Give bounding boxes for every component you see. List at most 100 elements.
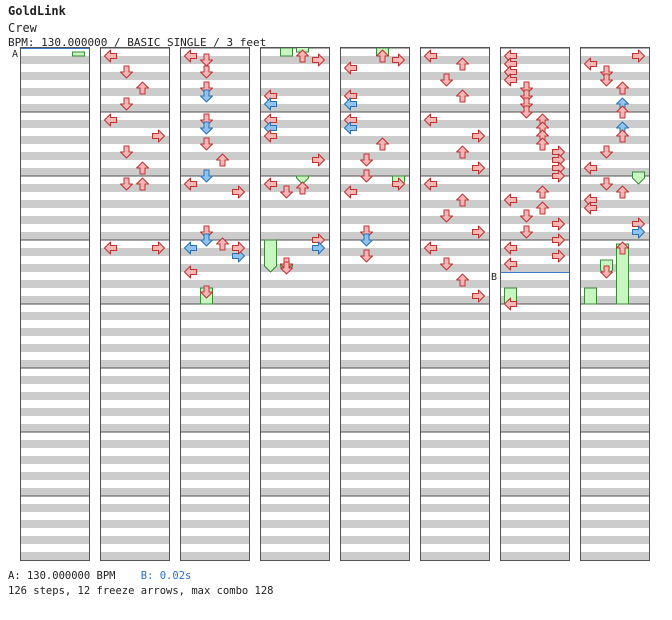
song-artist: Crew	[8, 21, 37, 35]
arrow-u	[296, 181, 309, 195]
arrow-u	[216, 237, 229, 251]
arrow-d	[520, 225, 533, 239]
arrow-r	[152, 129, 165, 143]
arrow-d	[600, 145, 613, 159]
arrow-u	[136, 161, 149, 175]
freeze-arrow	[72, 51, 85, 57]
arrow-l	[184, 49, 197, 63]
arrow-u	[456, 193, 469, 207]
arrow-l	[104, 49, 117, 63]
arrow-d	[280, 185, 293, 199]
arrow-d	[360, 249, 373, 263]
arrow-d	[200, 169, 213, 183]
arrow-l	[424, 177, 437, 191]
freeze-arrow	[296, 175, 309, 185]
arrow-l	[424, 241, 437, 255]
chart-column	[260, 47, 330, 561]
arrow-l	[504, 193, 517, 207]
arrow-d	[360, 169, 373, 183]
arrow-l	[264, 97, 277, 111]
arrow-l	[344, 97, 357, 111]
marker-a-label: A	[12, 49, 18, 60]
arrow-r	[232, 185, 245, 199]
stop-legend: B: 0.02s	[140, 570, 192, 582]
arrow-u	[616, 129, 629, 143]
arrow-r	[632, 49, 645, 63]
arrow-d	[200, 233, 213, 247]
arrow-d	[360, 233, 373, 247]
arrow-l	[104, 241, 117, 255]
arrow-l	[104, 113, 117, 127]
chart-column	[20, 47, 90, 561]
chart-column	[500, 47, 570, 561]
marker-a: A	[12, 48, 89, 60]
freeze-arrow	[264, 239, 277, 273]
arrow-r	[232, 241, 245, 255]
arrow-l	[584, 57, 597, 71]
chart-column	[420, 47, 490, 561]
freeze-arrow	[632, 171, 645, 185]
arrow-u	[376, 49, 389, 63]
arrow-d	[520, 105, 533, 119]
arrow-l	[504, 241, 517, 255]
footer-legend: A: 130.000000 BPM B: 0.02s	[8, 570, 191, 582]
arrow-l	[264, 177, 277, 191]
arrow-l	[184, 177, 197, 191]
arrow-d	[120, 145, 133, 159]
arrow-d	[600, 73, 613, 87]
arrow-d	[440, 73, 453, 87]
chart-column	[340, 47, 410, 561]
arrow-r	[472, 225, 485, 239]
arrow-r	[472, 289, 485, 303]
arrow-u	[216, 153, 229, 167]
arrow-l	[504, 73, 517, 87]
arrow-l	[584, 161, 597, 175]
chart-column	[100, 47, 170, 561]
arrow-u	[616, 185, 629, 199]
arrow-l	[184, 265, 197, 279]
freeze-arrow	[584, 287, 597, 305]
marker-b-label: B	[491, 272, 497, 283]
arrow-u	[456, 145, 469, 159]
arrow-r	[312, 241, 325, 255]
marker-b: B	[491, 272, 569, 283]
arrow-d	[440, 209, 453, 223]
bpm-legend: A: 130.000000 BPM	[8, 570, 116, 582]
arrow-d	[200, 285, 213, 299]
arrow-r	[472, 129, 485, 143]
arrow-d	[360, 153, 373, 167]
arrow-d	[200, 89, 213, 103]
arrow-u	[456, 273, 469, 287]
arrow-d	[200, 53, 213, 67]
arrow-d	[600, 265, 613, 279]
song-title: GoldLink	[8, 4, 66, 18]
arrow-d	[120, 177, 133, 191]
arrow-d	[120, 97, 133, 111]
arrow-u	[616, 81, 629, 95]
arrow-l	[344, 61, 357, 75]
chart-column	[180, 47, 250, 561]
arrow-r	[312, 53, 325, 67]
freeze-arrow	[280, 48, 293, 57]
arrow-r	[632, 225, 645, 239]
arrow-d	[200, 65, 213, 79]
arrow-l	[424, 49, 437, 63]
arrow-u	[616, 105, 629, 119]
arrow-l	[344, 121, 357, 135]
arrow-u	[136, 81, 149, 95]
arrow-d	[520, 209, 533, 223]
arrow-u	[536, 137, 549, 151]
arrow-u	[136, 177, 149, 191]
chart-column	[580, 47, 650, 561]
arrow-r	[392, 53, 405, 67]
arrow-u	[536, 201, 549, 215]
chart-info: BPM: 130.000000 / BASIC SINGLE / 3 feet	[8, 36, 267, 49]
arrow-l	[504, 297, 517, 311]
arrow-d	[200, 137, 213, 151]
arrow-d	[280, 261, 293, 275]
arrow-r	[552, 217, 565, 231]
arrow-r	[472, 161, 485, 175]
arrow-l	[504, 257, 517, 271]
arrow-u	[536, 185, 549, 199]
